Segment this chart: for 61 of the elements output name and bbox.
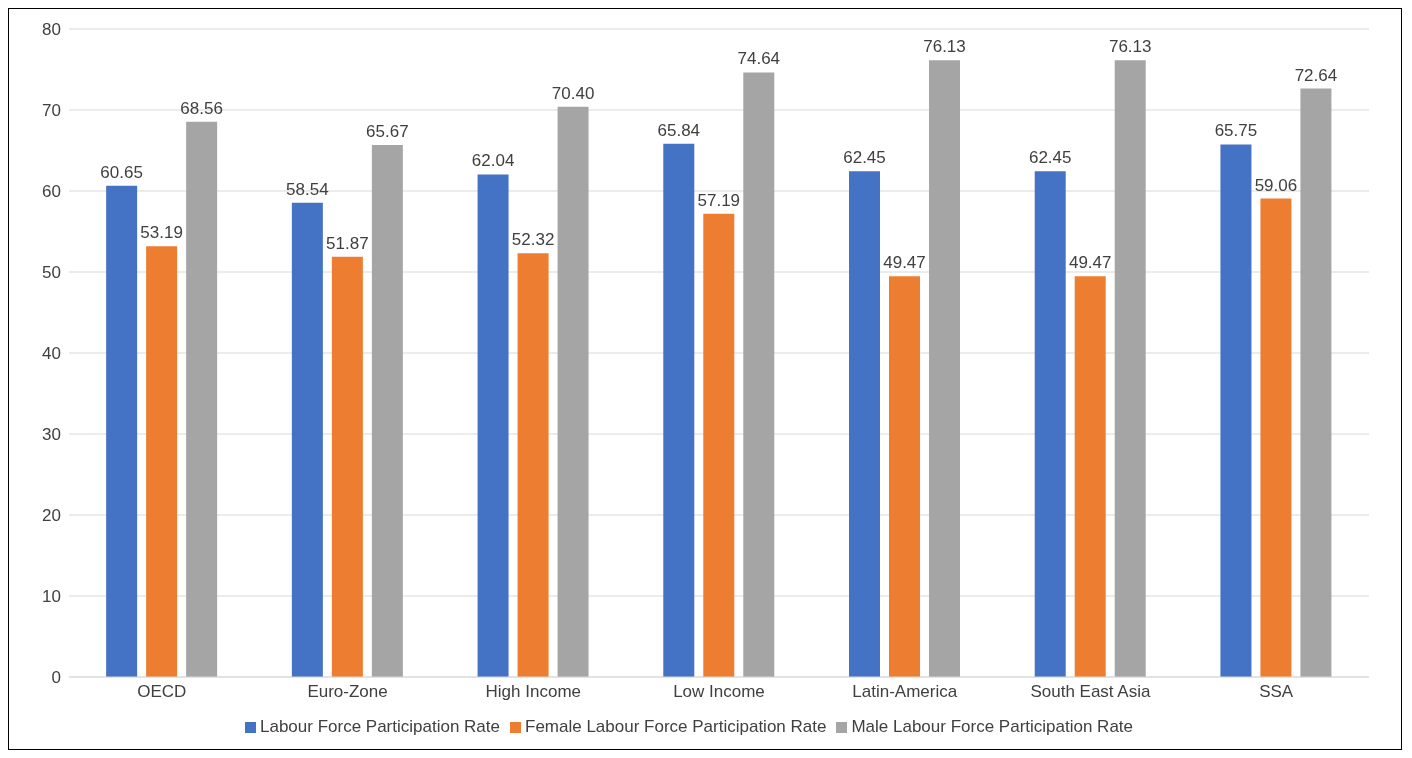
data-label: 52.32 xyxy=(511,230,555,250)
data-label: 62.45 xyxy=(1028,148,1072,168)
bar xyxy=(291,202,323,677)
data-label: 60.65 xyxy=(100,162,143,182)
bar xyxy=(106,185,138,677)
legend-label: Female Labour Force Participation Rate xyxy=(525,717,827,736)
legend-label: Male Labour Force Participation Rate xyxy=(851,717,1134,736)
y-tick-label: 40 xyxy=(42,344,61,364)
bar xyxy=(477,174,509,677)
data-label: 74.64 xyxy=(737,49,781,69)
x-tick-label: OECD xyxy=(137,682,187,702)
bar xyxy=(1114,60,1146,677)
data-label: 65.75 xyxy=(1214,121,1258,141)
y-tick-label: 0 xyxy=(51,668,61,688)
bar xyxy=(186,121,218,677)
y-tick-label: 80 xyxy=(42,20,61,40)
bar xyxy=(1034,171,1066,677)
bar xyxy=(889,276,920,677)
x-tick-label: High Income xyxy=(485,682,581,702)
data-label: 51.87 xyxy=(326,233,369,253)
bar xyxy=(146,246,178,677)
data-label: 49.47 xyxy=(883,253,926,273)
bar xyxy=(743,72,775,677)
bar xyxy=(1300,88,1332,677)
data-label: 53.19 xyxy=(140,223,183,243)
legend-label: Labour Force Participation Rate xyxy=(259,717,500,736)
y-tick-label: 60 xyxy=(42,182,61,202)
bar xyxy=(517,253,549,677)
data-label: 62.45 xyxy=(843,148,886,168)
y-tick-label: 70 xyxy=(42,101,61,121)
data-label: 76.13 xyxy=(1108,37,1152,57)
x-tick-label: South East Asia xyxy=(1030,682,1151,702)
y-tick-label: 30 xyxy=(42,425,61,445)
bar xyxy=(929,60,960,677)
bar xyxy=(849,171,880,677)
bar xyxy=(371,145,403,677)
data-label: 68.56 xyxy=(180,98,223,118)
data-label: 58.54 xyxy=(286,179,329,199)
data-label: 72.64 xyxy=(1294,65,1338,85)
y-tick-label: 20 xyxy=(42,506,61,526)
bar xyxy=(1260,198,1292,677)
x-tick-label: Latin-America xyxy=(852,682,958,702)
data-label: 70.40 xyxy=(551,83,595,103)
bar xyxy=(1074,276,1106,677)
bar xyxy=(663,143,695,677)
x-tick-label: Low Income xyxy=(673,682,765,702)
bar xyxy=(1220,144,1252,677)
y-tick-label: 50 xyxy=(42,263,61,283)
data-label: 62.04 xyxy=(471,151,515,171)
data-label: 65.67 xyxy=(366,122,409,142)
data-label: 59.06 xyxy=(1254,175,1298,195)
data-label: 57.19 xyxy=(697,190,741,210)
bar xyxy=(557,106,589,677)
y-tick-label: 10 xyxy=(42,587,61,607)
bar xyxy=(703,213,735,677)
x-tick-label: SSA xyxy=(1259,682,1294,702)
x-tick-label: Euro-Zone xyxy=(307,682,388,702)
data-label: 65.84 xyxy=(657,120,701,140)
data-label: 76.13 xyxy=(923,37,966,57)
data-label: 49.47 xyxy=(1068,253,1112,273)
bar xyxy=(331,256,363,677)
